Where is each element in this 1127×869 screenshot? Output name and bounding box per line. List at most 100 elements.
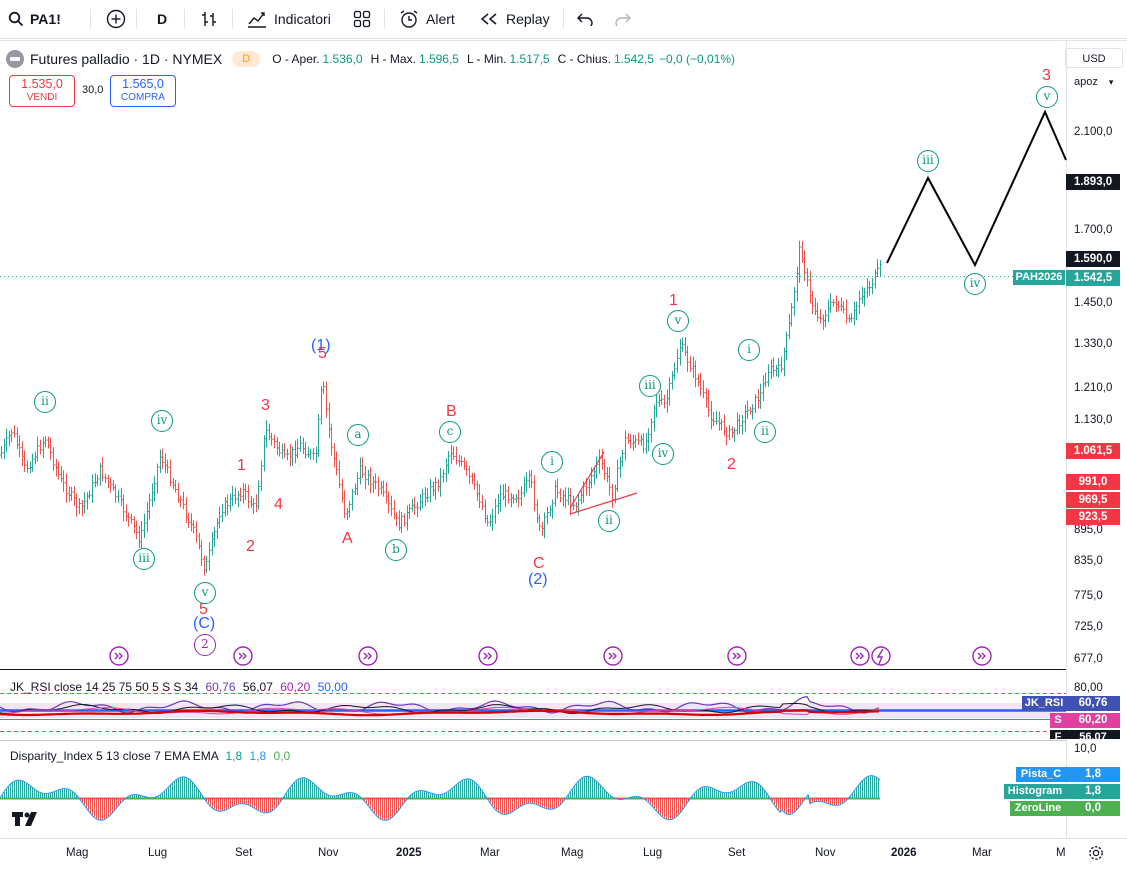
wave-label[interactable]: 1 xyxy=(237,457,246,474)
event-marker-icon[interactable] xyxy=(109,646,129,666)
tradingview-logo[interactable] xyxy=(12,810,44,833)
price-bar xyxy=(268,423,271,441)
rsi-value-3: 60,20 xyxy=(280,680,311,694)
price-bar xyxy=(112,480,115,491)
wave-label-circled[interactable]: b xyxy=(385,539,407,561)
wave-label[interactable]: 3 xyxy=(1042,67,1051,84)
price-bar xyxy=(840,297,843,312)
currency-selector[interactable]: USD xyxy=(1065,48,1123,68)
wave-label-circled[interactable]: ii xyxy=(34,391,56,413)
rsi-legend[interactable]: JK_RSI close 14 25 75 50 5 S S 34 60,76 … xyxy=(10,680,348,694)
replay-button[interactable]: Replay xyxy=(480,0,550,38)
wave-label[interactable]: 5 xyxy=(318,345,327,362)
disparity-histogram xyxy=(0,775,881,821)
layouts-button[interactable] xyxy=(353,0,371,38)
price-bar xyxy=(151,483,154,507)
price-bar xyxy=(517,489,520,508)
price-bar xyxy=(390,495,393,517)
wave-label-circled[interactable]: v xyxy=(667,310,689,332)
price-bar xyxy=(62,470,65,492)
sell-button[interactable]: 1.535,0 VENDI xyxy=(9,75,75,107)
price-bar xyxy=(18,435,21,458)
event-marker-icon[interactable] xyxy=(603,646,623,666)
contract-name-tag: PAH2026 xyxy=(1013,270,1065,285)
price-bar xyxy=(684,336,687,356)
indicators-button[interactable]: Indicatori xyxy=(247,0,331,38)
scale-mode-selector[interactable]: apoz ▾ xyxy=(1074,76,1113,88)
wave-label-circled[interactable]: a xyxy=(347,424,369,446)
alert-button[interactable]: Alert xyxy=(399,0,455,38)
wave-label[interactable]: 1 xyxy=(669,292,678,309)
lightning-event-icon[interactable] xyxy=(871,646,891,666)
wave-label-circled[interactable]: ii xyxy=(754,421,776,443)
wave-label[interactable]: 2 xyxy=(246,538,255,555)
wave-label[interactable]: (C) xyxy=(193,615,216,632)
price-bar xyxy=(465,460,468,476)
compare-button[interactable] xyxy=(106,0,126,38)
interval-button[interactable]: D xyxy=(157,0,167,38)
wave-label[interactable]: 2 xyxy=(727,456,736,473)
event-marker-icon[interactable] xyxy=(850,646,870,666)
event-marker-icon[interactable] xyxy=(727,646,747,666)
price-bar xyxy=(395,512,398,527)
wave-label-circled[interactable]: i xyxy=(738,339,760,361)
event-marker-icon[interactable] xyxy=(233,646,253,666)
price-bar xyxy=(666,389,669,413)
delayed-badge: D xyxy=(232,51,261,67)
price-bar xyxy=(377,476,380,497)
wave-label-circled[interactable]: v xyxy=(194,582,216,604)
wave-label-circled[interactable]: ii xyxy=(598,510,620,532)
undo-button[interactable] xyxy=(576,0,594,38)
price-bar xyxy=(874,269,877,289)
redo-button[interactable] xyxy=(614,0,632,38)
event-marker-icon[interactable] xyxy=(478,646,498,666)
wave-label-circled[interactable]: c xyxy=(439,421,461,443)
price-bar xyxy=(205,555,208,574)
settings-gear-icon[interactable] xyxy=(1088,845,1104,866)
price-tick: 895,0 xyxy=(1074,524,1103,536)
rsi-panel-lines xyxy=(0,693,1066,732)
wave-label[interactable]: 3 xyxy=(261,397,270,414)
wave-label[interactable]: 5 xyxy=(199,601,208,618)
wave-label-circled[interactable]: iii xyxy=(133,548,155,570)
price-bar xyxy=(523,476,526,498)
time-tick: Mag xyxy=(561,847,584,859)
wave-label[interactable]: A xyxy=(342,530,353,547)
price-bar xyxy=(328,402,331,439)
wave-label-circled[interactable]: v xyxy=(1036,86,1058,108)
disparity-legend[interactable]: Disparity_Index 5 13 close 7 EMA EMA 1,8… xyxy=(10,749,290,763)
wave-label-circled[interactable]: iii xyxy=(917,150,939,172)
disparity-tag-name: Pista_C xyxy=(1016,767,1066,782)
wave-label-circled[interactable]: iv xyxy=(151,410,173,432)
price-bar xyxy=(663,394,666,409)
price-bar xyxy=(645,433,648,455)
wave-label[interactable]: (1) xyxy=(311,337,331,354)
rsi-series-line xyxy=(0,709,879,717)
price-bar xyxy=(476,480,479,501)
event-marker-icon[interactable] xyxy=(972,646,992,666)
price-bar xyxy=(556,478,559,499)
price-bar xyxy=(354,483,357,496)
wave-label-circled[interactable]: iv xyxy=(964,273,986,295)
price-bar xyxy=(382,480,385,497)
wave-label-circled[interactable]: iv xyxy=(652,443,674,465)
symbol-title[interactable]: Futures palladio · 1D · NYMEX xyxy=(30,51,223,67)
price-bar xyxy=(286,448,289,461)
wave-label[interactable]: C xyxy=(533,555,545,572)
price-bar xyxy=(153,476,156,502)
wave-label[interactable]: B xyxy=(446,403,457,420)
close-label: C - Chius. xyxy=(557,52,611,66)
buy-button[interactable]: 1.565,0 COMPRA xyxy=(110,75,176,107)
wave-label-circled[interactable]: i xyxy=(541,451,563,473)
event-marker-icon[interactable] xyxy=(358,646,378,666)
wave-label[interactable]: 4 xyxy=(274,496,283,513)
symbol-search[interactable]: PA1! xyxy=(8,0,61,38)
wave-label-circled[interactable]: iii xyxy=(639,375,661,397)
scale-mode-label: apoz xyxy=(1074,76,1098,88)
events-row xyxy=(109,646,992,666)
chart-type-button[interactable] xyxy=(200,0,218,38)
wave-label[interactable]: (2) xyxy=(528,571,548,588)
price-bar xyxy=(811,290,814,315)
wave-label-circled[interactable]: 2 xyxy=(194,634,216,656)
